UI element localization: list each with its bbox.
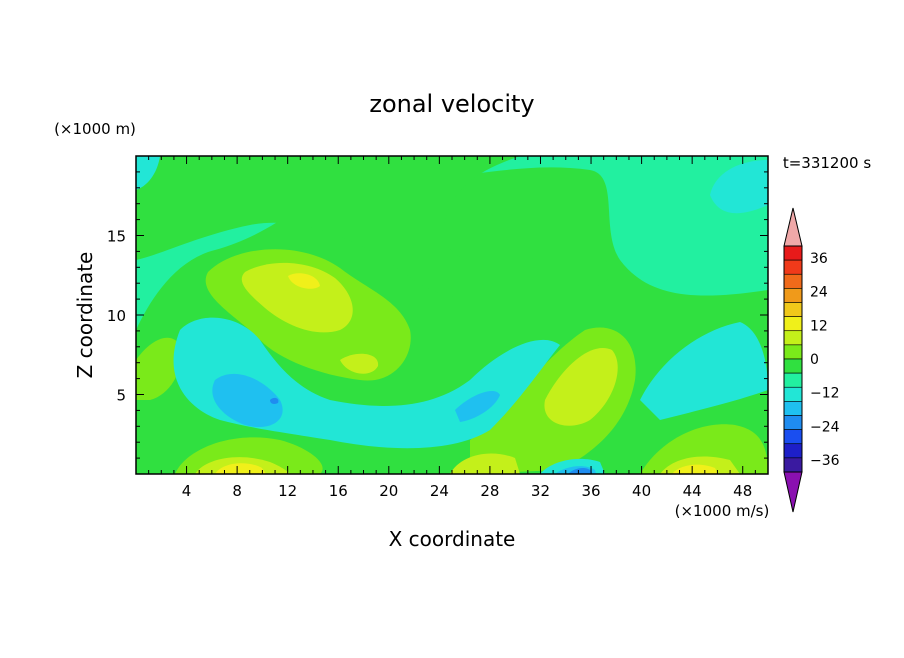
contour-region-2f: [450, 453, 520, 474]
y-tick-label: 15: [107, 228, 126, 246]
colorbar-label: −12: [810, 386, 840, 402]
colorbar-segment: [783, 401, 803, 416]
colorbar-segment: [783, 415, 803, 430]
chart-title: zonal velocity: [369, 90, 534, 118]
time-label: t=331200 s: [783, 154, 871, 172]
x-tick-label: 12: [278, 482, 297, 500]
colorbar-segment: [783, 429, 803, 445]
contour-region-5: [212, 373, 283, 428]
contour-region-2: [241, 262, 353, 333]
colorbar-label: 36: [810, 251, 828, 267]
y-axis-label: Z coordinate: [73, 252, 97, 379]
colorbar-label: −24: [810, 419, 840, 435]
y-unit-label: (×1000 m): [54, 120, 136, 138]
x-tick-label: 8: [232, 482, 242, 500]
contour-region-1d: [640, 424, 768, 474]
contour-region-2c: [340, 353, 379, 374]
colorbar-segment: [783, 344, 803, 360]
colorbar-segment: [783, 358, 803, 374]
contour-region-1e: [136, 337, 181, 400]
colorbar-segment: [783, 457, 803, 473]
colorbar-under-arrow: [783, 471, 803, 513]
colorbar-segment: [783, 372, 803, 388]
contour-region-4b: [640, 322, 768, 420]
contour-field: [136, 156, 768, 474]
contour-region-3c: [288, 273, 320, 289]
colorbar-segment: [783, 273, 803, 289]
colorbar-segment: [783, 330, 803, 346]
contour-region-4d: [136, 156, 160, 190]
colorbar-segment: [783, 245, 803, 261]
contour-region-6b: [568, 468, 592, 474]
colorbar-label: 0: [810, 352, 819, 368]
contour-region-4e: [710, 160, 768, 214]
contour-region-3b: [672, 464, 718, 474]
x-tick-label: 36: [581, 482, 600, 500]
colorbar-segment: [783, 288, 803, 303]
x-tick-label: 20: [379, 482, 398, 500]
x-tick-label: 24: [430, 482, 449, 500]
colorbar-label: 24: [810, 285, 828, 301]
x-tick-label: 32: [531, 482, 550, 500]
x-tick-label: 48: [733, 482, 752, 500]
x-tick-label: 28: [480, 482, 499, 500]
x-axis-label: X coordinate: [389, 527, 516, 551]
colorbar-over-arrow: [783, 207, 803, 247]
contour-region-2b: [544, 348, 618, 426]
colorbar-label: 12: [810, 318, 828, 334]
contour-region-0b: [136, 156, 612, 301]
y-tick-label: 10: [107, 307, 126, 325]
contour-region-5b: [455, 390, 500, 422]
colorbar-frame: [783, 245, 803, 473]
y-tick-label: 5: [116, 387, 126, 405]
x-tick-label: 44: [683, 482, 702, 500]
colorbar-segment: [783, 316, 803, 332]
x-tick-label: 40: [632, 482, 651, 500]
x-tick-label: 16: [329, 482, 348, 500]
x-unit-label: (×1000 m/s): [675, 502, 770, 520]
x-axis-ticks: 4 8 12 16 20 24 28 32 36 40 44 48: [148, 156, 756, 500]
contour-region-6: [270, 397, 279, 404]
colorbar-segment: [783, 259, 803, 275]
colorbar-segment: [783, 302, 803, 317]
y-axis-ticks: 5 10 15: [107, 171, 768, 459]
colorbar-segment: [783, 386, 803, 402]
x-tick-label: 4: [182, 482, 192, 500]
colorbar-label: −36: [810, 453, 840, 469]
contour-region-3: [215, 463, 266, 474]
colorbar: 36 24 12 0 −12 −24 −36: [783, 207, 840, 513]
colorbar-segment: [783, 443, 803, 459]
